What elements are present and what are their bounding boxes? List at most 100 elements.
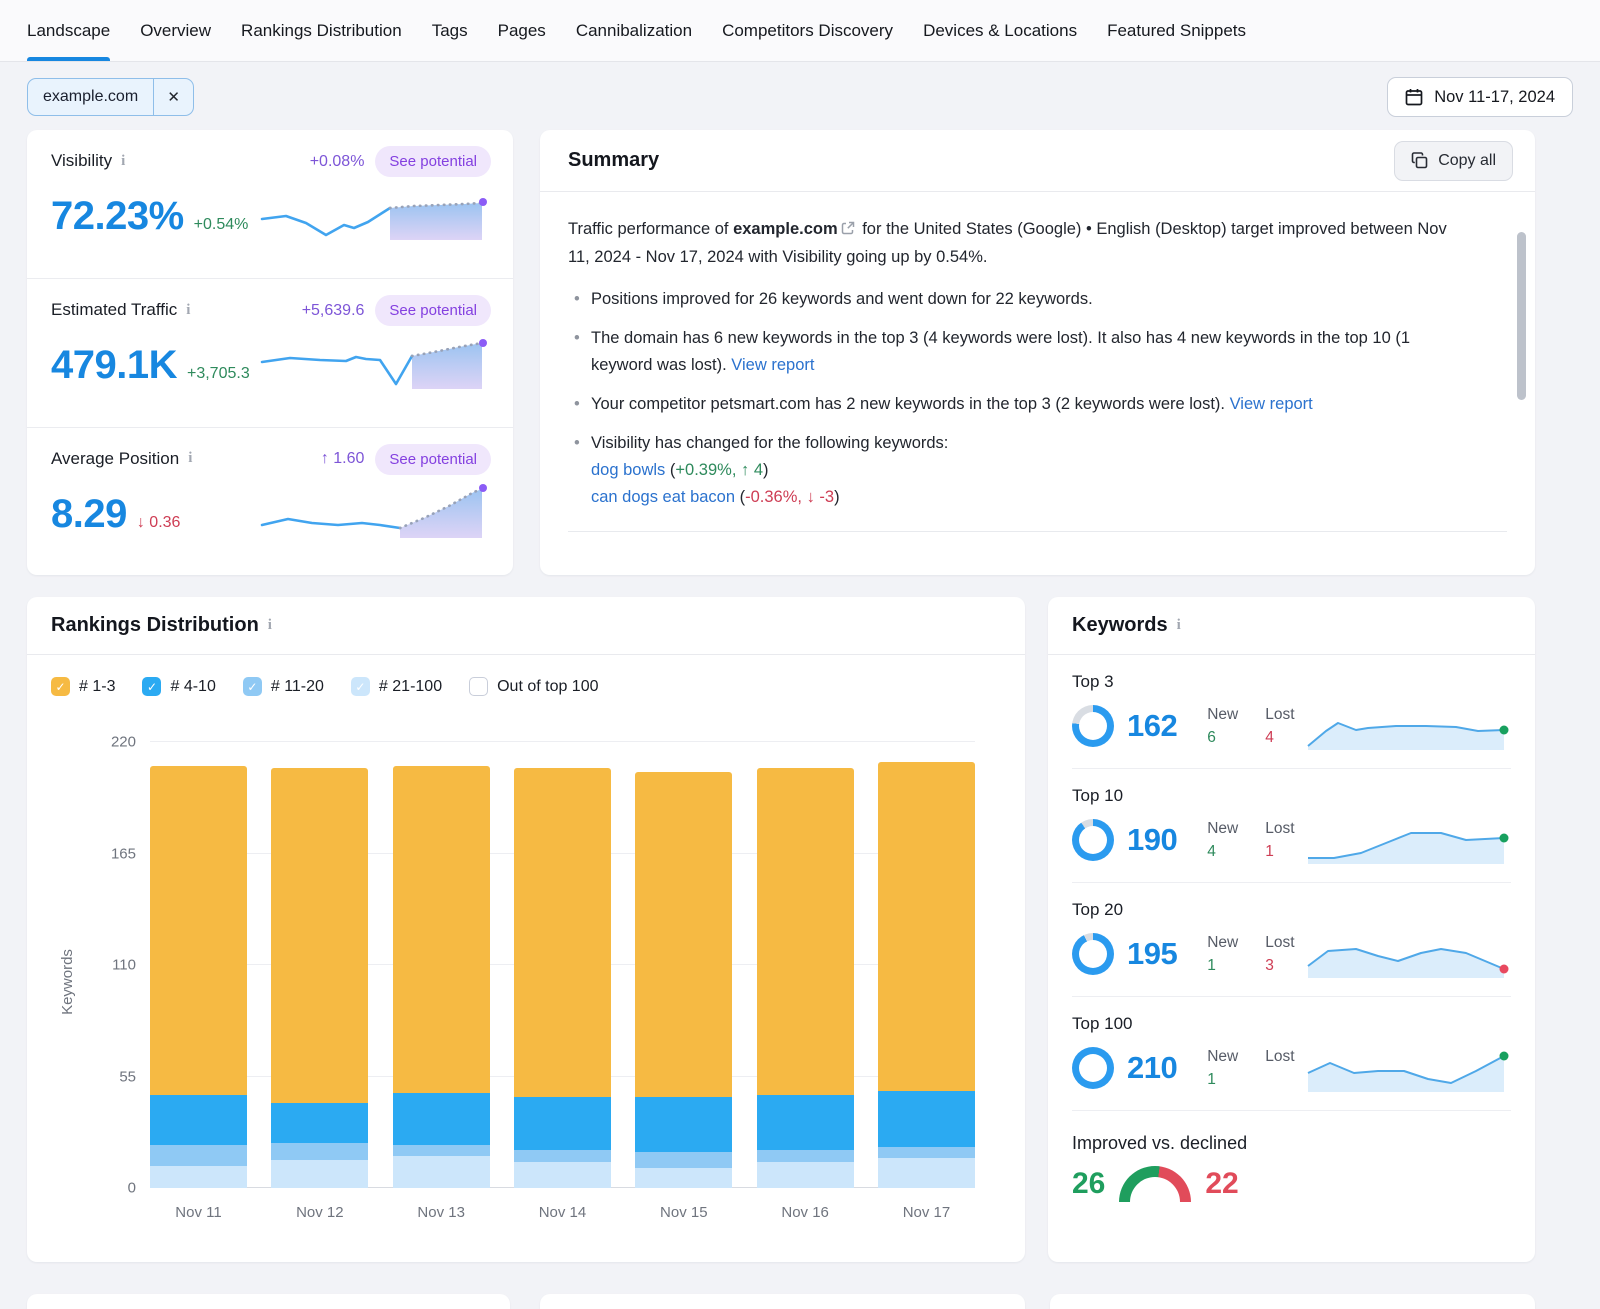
bar-nov-17[interactable] xyxy=(877,762,975,1188)
lost-keywords: Lost 1 xyxy=(1265,819,1295,860)
tab-landscape[interactable]: Landscape xyxy=(27,0,111,61)
keywords-donut xyxy=(1072,705,1114,747)
legend-label: # 4-10 xyxy=(170,677,216,695)
traffic-sparkline xyxy=(260,339,487,390)
checkbox-4-10[interactable]: ✓ xyxy=(142,677,162,696)
tab-overview[interactable]: Overview xyxy=(140,20,212,40)
summary-bullet: Your competitor petsmart.com has 2 new k… xyxy=(568,391,1465,418)
potential-change: +5,639.6 xyxy=(301,301,365,319)
visibility-sparkline xyxy=(260,198,487,240)
see-potential-button[interactable]: See potential xyxy=(375,295,491,327)
keywords-count: 195 xyxy=(1127,936,1178,971)
position-sparkline xyxy=(260,483,487,538)
improved-declined-gauge xyxy=(1119,1166,1192,1202)
info-icon[interactable]: i xyxy=(121,152,126,169)
legend-item-4-10[interactable]: ✓ # 4-10 xyxy=(142,677,216,696)
bar-nov-12[interactable] xyxy=(271,768,369,1188)
bar-segment-21-100 xyxy=(271,1159,369,1188)
keywords-count: 162 xyxy=(1127,708,1178,743)
keywords-row-title: Top 10 xyxy=(1072,786,1124,805)
checkbox-out-of-top-100[interactable] xyxy=(469,677,489,696)
summary-scrollbar[interactable] xyxy=(1517,232,1526,400)
checkbox-11-20[interactable]: ✓ xyxy=(242,677,262,696)
bar-segment-11-20 xyxy=(635,1151,733,1168)
tab-devices-locations[interactable]: Devices & Locations xyxy=(923,20,1078,40)
legend-item-out-of-top-100[interactable]: Out of top 100 xyxy=(469,677,599,696)
tab-featured-snippets[interactable]: Featured Snippets xyxy=(1107,20,1247,40)
improved-vs-declined: Improved vs. declined 26 22 xyxy=(1072,1111,1511,1202)
metric-title: Estimated Traffic xyxy=(51,300,178,320)
legend-label: Out of top 100 xyxy=(497,677,599,695)
keyword-change-line: can dogs eat bacon (-0.36%, ↓ -3) xyxy=(591,488,840,506)
keywords-rows: Top 3 162 New 6 Lost 4 Top 10 190 New 4 Lost 1 Top 2… xyxy=(1048,655,1535,1111)
metric-value: 479.1K xyxy=(51,343,177,388)
copy-all-button[interactable]: Copy all xyxy=(1394,140,1513,181)
info-icon[interactable]: i xyxy=(186,301,191,318)
bar-nov-15[interactable] xyxy=(635,772,733,1188)
improved-declined-label: Improved vs. declined xyxy=(1072,1133,1248,1153)
keywords-card: Keywords i Top 3 162 New 6 Lost 4 Top 10 190 New… xyxy=(1048,597,1535,1262)
bar-segment-11-20 xyxy=(271,1143,369,1160)
date-range-label: Nov 11-17, 2024 xyxy=(1434,87,1555,106)
bar-segment-4-10 xyxy=(756,1094,854,1150)
remove-filter-icon[interactable]: ✕ xyxy=(153,79,193,115)
external-link-icon[interactable] xyxy=(841,217,855,244)
bar-segment-1-3 xyxy=(877,762,975,1091)
info-icon[interactable]: i xyxy=(1176,617,1181,633)
bottom-card-2 xyxy=(540,1294,1025,1309)
summary-divider xyxy=(568,531,1507,532)
tab-pages[interactable]: Pages xyxy=(497,20,546,40)
keyword-link[interactable]: can dogs eat bacon xyxy=(591,488,736,506)
bottom-card-3 xyxy=(1050,1294,1535,1309)
bar-segment-11-20 xyxy=(756,1149,854,1162)
legend-item-1-3[interactable]: ✓ # 1-3 xyxy=(51,677,115,696)
bar-segment-1-3 xyxy=(756,768,854,1095)
gridline xyxy=(150,741,975,742)
bar-segment-1-3 xyxy=(150,766,247,1095)
domain-filter-chip[interactable]: example.com ✕ xyxy=(27,78,195,116)
calendar-icon xyxy=(1405,88,1423,106)
tab-rankings-distribution[interactable]: Rankings Distribution xyxy=(241,20,402,40)
metric-value: 8.29 xyxy=(51,491,127,536)
bar-nov-13[interactable] xyxy=(392,766,490,1188)
info-icon[interactable]: i xyxy=(267,617,272,633)
legend-item-21-100[interactable]: ✓ # 21-100 xyxy=(350,677,442,696)
checkbox-21-100[interactable]: ✓ xyxy=(350,677,370,696)
date-range-picker[interactable]: Nov 11-17, 2024 xyxy=(1387,77,1573,117)
tab-cannibalization[interactable]: Cannibalization xyxy=(575,20,693,40)
metric-title: Average Position xyxy=(51,448,180,468)
domain-chip-label: example.com xyxy=(43,88,139,105)
metrics-card: Visibility i +0.08% See potential 72.23%… xyxy=(27,130,513,575)
keywords-row-sparkline xyxy=(1307,722,1509,750)
legend-item-11-20[interactable]: ✓ # 11-20 xyxy=(242,677,324,696)
chart-y-axis-label: Keywords xyxy=(59,948,76,1015)
metric-title: Visibility xyxy=(51,151,113,170)
top-nav: Landscape Overview Rankings Distribution Ta… xyxy=(0,0,1600,62)
rankings-title: Rankings Distribution xyxy=(51,614,259,636)
potential-change: +0.08% xyxy=(309,152,365,170)
info-icon[interactable]: i xyxy=(188,450,193,467)
view-report-link[interactable]: View report xyxy=(1229,395,1313,413)
keywords-row-title: Top 20 xyxy=(1072,900,1124,919)
summary-bullets: Positions improved for 26 keywords and w… xyxy=(568,286,1465,511)
metric-delta: +0.54% xyxy=(193,216,249,233)
keyword-link[interactable]: dog bowls xyxy=(591,461,666,479)
bar-nov-16[interactable] xyxy=(756,768,854,1188)
see-potential-button[interactable]: See potential xyxy=(375,146,491,177)
bar-nov-11[interactable] xyxy=(150,766,247,1188)
metric-delta: +3,705.3 xyxy=(186,365,250,383)
see-potential-button[interactable]: See potential xyxy=(375,443,491,475)
metric-visibility: Visibility i +0.08% See potential 72.23%… xyxy=(27,130,513,278)
summary-title: Summary xyxy=(568,149,660,171)
view-report-link[interactable]: View report xyxy=(731,356,815,374)
checkbox-1-3[interactable]: ✓ xyxy=(51,677,70,696)
bar-segment-11-20 xyxy=(392,1145,490,1156)
keywords-title: Keywords xyxy=(1072,614,1168,636)
copy-icon xyxy=(1411,152,1428,169)
bar-segment-4-10 xyxy=(513,1096,611,1150)
metric-estimated-traffic: Estimated Traffic i +5,639.6 See potenti… xyxy=(27,278,513,426)
tab-competitors-discovery[interactable]: Competitors Discovery xyxy=(722,20,894,40)
tab-tags[interactable]: Tags xyxy=(431,20,468,40)
bar-nov-14[interactable] xyxy=(513,768,611,1188)
bar-segment-4-10 xyxy=(877,1090,975,1148)
